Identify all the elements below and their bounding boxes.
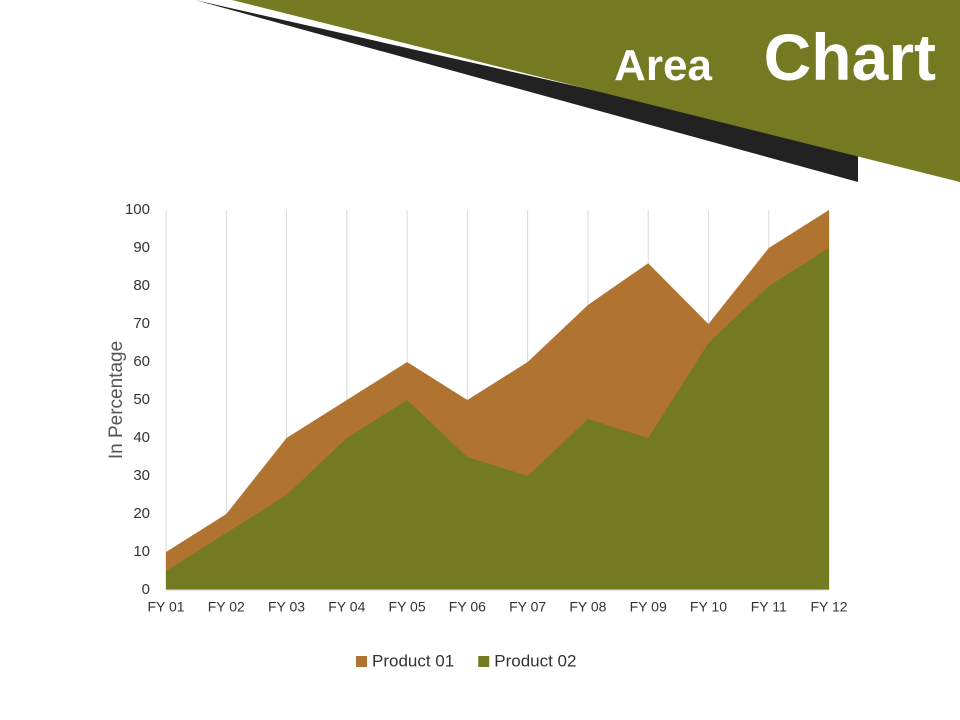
y-tick-label: 100 xyxy=(125,201,150,218)
x-tick-label: FY 12 xyxy=(810,599,847,615)
title-word: Chart xyxy=(764,20,936,94)
area xyxy=(166,248,829,590)
y-tick-label: 20 xyxy=(133,505,150,522)
y-tick-label: 60 xyxy=(133,353,150,370)
x-tick-label: FY 03 xyxy=(268,599,305,615)
x-tick-label: FY 04 xyxy=(328,599,365,615)
y-axis-label: In Percentage xyxy=(106,341,127,459)
y-tick-label: 90 xyxy=(133,239,150,256)
x-tick-label: FY 06 xyxy=(449,599,486,615)
legend-swatch xyxy=(356,656,367,667)
y-tick-label: 80 xyxy=(133,277,150,294)
y-tick-label: 10 xyxy=(133,543,150,560)
x-tick-label: FY 08 xyxy=(569,599,606,615)
x-tick-label: FY 02 xyxy=(208,599,245,615)
decor-band xyxy=(195,0,858,182)
x-tick-label: FY 05 xyxy=(389,599,426,615)
decor-banner xyxy=(232,0,960,182)
x-tick-label: FY 01 xyxy=(147,599,184,615)
y-tick-label: 70 xyxy=(133,315,150,332)
x-tick-label: FY 07 xyxy=(509,599,546,615)
legend-label: Product 02 xyxy=(494,651,576,670)
legend-label: Product 01 xyxy=(372,651,454,670)
x-tick-label: FY 11 xyxy=(751,599,787,615)
y-tick-label: 50 xyxy=(133,391,150,408)
title-word: Area xyxy=(614,41,712,90)
x-tick-label: FY 09 xyxy=(630,599,667,615)
x-tick-label: FY 10 xyxy=(690,599,727,615)
y-tick-label: 30 xyxy=(133,467,150,484)
y-tick-label: 0 xyxy=(142,581,150,598)
y-tick-label: 40 xyxy=(133,429,150,446)
legend-swatch xyxy=(478,656,490,667)
